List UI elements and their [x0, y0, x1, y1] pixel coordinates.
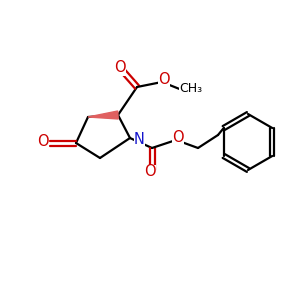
Text: O: O [144, 164, 156, 179]
Polygon shape [88, 111, 118, 119]
Text: O: O [158, 73, 170, 88]
Text: O: O [114, 61, 126, 76]
Text: O: O [37, 134, 49, 149]
Text: O: O [172, 130, 184, 145]
Text: N: N [134, 131, 145, 146]
Text: CH₃: CH₃ [179, 82, 203, 94]
